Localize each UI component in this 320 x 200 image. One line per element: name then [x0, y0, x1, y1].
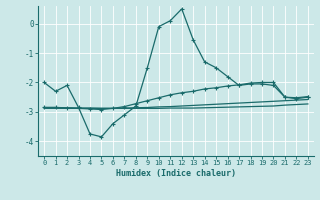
X-axis label: Humidex (Indice chaleur): Humidex (Indice chaleur) — [116, 169, 236, 178]
